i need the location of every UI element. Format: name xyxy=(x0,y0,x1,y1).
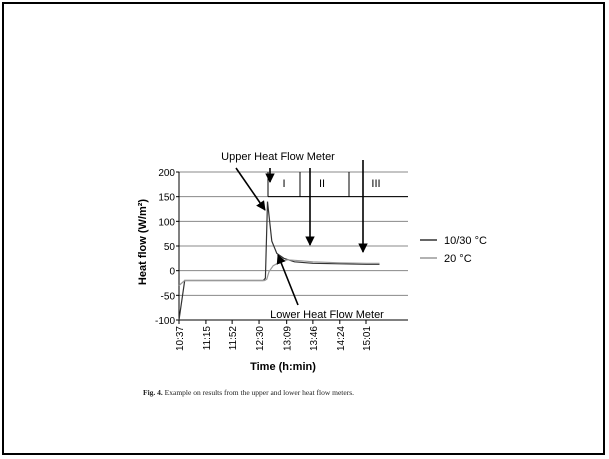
phase-label: I xyxy=(282,178,285,190)
y-tick-label: 50 xyxy=(164,242,176,253)
upper-meter-label: Upper Heat Flow Meter xyxy=(221,151,335,163)
y-tick-label: -100 xyxy=(155,316,175,327)
x-tick-label: 15:01 xyxy=(362,326,373,351)
phase-label: II xyxy=(319,178,325,190)
annotation-arrow xyxy=(235,167,266,211)
legend-label: 20 °C xyxy=(444,253,472,265)
figure-frame xyxy=(2,2,605,455)
caption-label: Fig. 4. xyxy=(143,388,163,397)
y-tick-label: -50 xyxy=(161,291,176,302)
legend-label: 10/30 °C xyxy=(444,235,487,247)
phase-label: III xyxy=(371,178,380,190)
y-tick-label: 150 xyxy=(158,193,175,204)
y-tick-label: 100 xyxy=(158,217,175,228)
y-tick-label: 200 xyxy=(158,168,175,179)
x-tick-label: 13:09 xyxy=(283,326,294,351)
lower-meter-label: Lower Heat Flow Meter xyxy=(270,309,384,321)
x-tick-label: 11:15 xyxy=(202,326,213,351)
figure-caption: Fig. 4. Example on results from the uppe… xyxy=(143,388,563,397)
y-tick-label: 0 xyxy=(169,267,175,278)
annotation-arrow xyxy=(276,254,299,306)
x-tick-label: 10:37 xyxy=(175,326,186,351)
x-tick-label: 13:46 xyxy=(309,326,320,351)
x-axis-label: Time (h:min) xyxy=(250,361,316,373)
x-tick-label: 12:30 xyxy=(255,326,266,351)
series-line-1 xyxy=(178,201,380,321)
series-line-2 xyxy=(178,259,380,286)
x-tick-label: 14:24 xyxy=(336,326,347,351)
y-axis-label: Heat flow (W/m²) xyxy=(137,199,149,285)
caption-text: Example on results from the upper and lo… xyxy=(164,388,354,397)
x-tick-label: 11:52 xyxy=(228,326,239,351)
